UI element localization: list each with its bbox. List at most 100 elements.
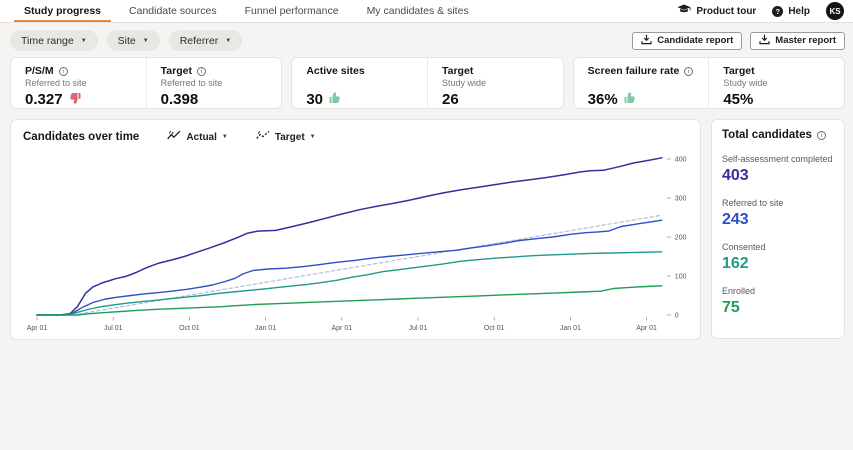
chevron-down-icon	[222, 134, 228, 140]
total-value: 403	[722, 167, 749, 184]
chevron-down-icon	[143, 38, 149, 44]
main-content: Candidates over time Actual Target 0 100 2…	[0, 109, 853, 340]
filter-toolbar: Time range Site Referrer Candidate repor…	[0, 23, 853, 57]
chevron-down-icon	[225, 38, 231, 44]
chart-header: Candidates over time Actual Target	[23, 129, 694, 145]
target-series-selector[interactable]: Target	[256, 130, 316, 144]
graduation-cap-icon	[677, 4, 691, 18]
site-filter[interactable]: Site	[106, 30, 160, 51]
report-buttons: Candidate report Master report	[632, 31, 845, 50]
svg-text:Apr 01: Apr 01	[27, 325, 48, 332]
total-consented: Consented 162	[722, 242, 834, 273]
user-avatar[interactable]: KS	[826, 2, 844, 20]
kpi-subtitle	[588, 78, 705, 89]
total-value: 162	[722, 255, 749, 272]
kpi-subtitle: Referred to site	[160, 78, 223, 88]
kpi-value: 0.398	[160, 91, 199, 108]
kpi-value: 0.327	[25, 91, 63, 108]
nav-tabs: Study progress Candidate sources Funnel …	[10, 0, 483, 22]
chevron-down-icon	[81, 38, 87, 44]
time-range-label: Time range	[21, 34, 74, 47]
help-label: Help	[788, 5, 810, 17]
thumbs-down-icon	[69, 91, 81, 108]
topbar-actions: Product tour Help KS	[677, 0, 853, 22]
svg-text:200: 200	[675, 235, 687, 242]
tab-funnel-performance[interactable]: Funnel performance	[231, 0, 353, 22]
tab-label: Study progress	[24, 5, 102, 17]
kpi-subtitle: Referred to site	[25, 78, 87, 88]
tab-study-progress[interactable]: Study progress	[10, 0, 115, 22]
referrer-filter[interactable]: Referrer	[168, 30, 243, 51]
kpi-label: Screen failure rate	[587, 65, 680, 77]
total-label: Enrolled	[722, 286, 756, 296]
svg-text:Jan 01: Jan 01	[255, 325, 276, 332]
kpi-label: Target	[723, 65, 755, 77]
total-self-assessment: Self-assessment completed 403	[722, 154, 834, 185]
download-icon	[759, 34, 770, 48]
dashed-line-chart-icon	[256, 130, 270, 144]
total-label: Self-assessment completed	[722, 154, 833, 164]
kpi-label: Target	[442, 65, 474, 77]
time-range-filter[interactable]: Time range	[10, 30, 98, 51]
kpi-label: Target	[160, 65, 192, 77]
master-report-button[interactable]: Master report	[750, 31, 845, 50]
kpi-label: Active sites	[306, 65, 365, 77]
svg-text:Apr 01: Apr 01	[636, 325, 657, 332]
svg-text:400: 400	[675, 157, 687, 164]
total-value: 243	[722, 211, 749, 228]
tab-label: Funnel performance	[244, 5, 339, 17]
selector-label: Actual	[186, 131, 217, 143]
kpi-subtitle: Study wide	[442, 78, 487, 88]
tab-label: My candidates & sites	[366, 5, 469, 17]
kpi-psm-target: Target Referred to site 0.398	[145, 58, 282, 108]
info-icon[interactable]	[816, 130, 826, 140]
svg-text:0: 0	[675, 313, 679, 320]
kpi-card-active-sites: Active sites 30 Target Study wide 26	[291, 57, 564, 109]
actual-series-selector[interactable]: Actual	[167, 130, 228, 144]
kpi-subtitle	[306, 78, 423, 89]
master-report-label: Master report	[775, 35, 836, 46]
svg-text:300: 300	[675, 196, 687, 203]
kpi-card-screen-failure: Screen failure rate 36% Target Study wid…	[572, 57, 845, 109]
tab-label: Candidate sources	[129, 5, 217, 17]
kpi-value: 26	[442, 91, 459, 108]
chevron-down-icon	[310, 134, 316, 140]
site-label: Site	[117, 34, 136, 47]
kpi-screen-failure-rate: Screen failure rate 36%	[574, 58, 709, 108]
kpi-active-sites-target: Target Study wide 26	[427, 58, 563, 108]
tab-my-candidates-sites[interactable]: My candidates & sites	[353, 0, 483, 22]
thumbs-up-icon	[624, 91, 636, 108]
total-label: Referred to site	[722, 198, 784, 208]
product-tour-button[interactable]: Product tour	[677, 4, 756, 18]
help-icon	[772, 5, 784, 17]
totals-title: Total candidates	[722, 129, 812, 141]
tab-candidate-sources[interactable]: Candidate sources	[115, 0, 231, 22]
total-value: 75	[722, 299, 740, 316]
total-enrolled: Enrolled 75	[722, 286, 834, 317]
kpi-value: 45%	[723, 91, 754, 108]
referrer-label: Referrer	[179, 34, 219, 47]
kpi-psm: P/S/M Referred to site 0.327	[11, 58, 146, 108]
line-chart-icon	[167, 130, 181, 144]
svg-text:Jan 01: Jan 01	[560, 325, 581, 332]
info-icon[interactable]	[684, 66, 694, 76]
svg-text:Oct 01: Oct 01	[484, 325, 505, 332]
svg-text:Jul 01: Jul 01	[104, 325, 123, 332]
product-tour-label: Product tour	[696, 5, 757, 17]
info-icon[interactable]	[58, 66, 68, 76]
chart-title: Candidates over time	[23, 131, 140, 143]
candidate-report-button[interactable]: Candidate report	[632, 31, 743, 50]
svg-text:100: 100	[675, 274, 687, 281]
total-candidates-panel: Total candidates Self-assessment complet…	[711, 119, 845, 339]
info-icon[interactable]	[196, 66, 206, 76]
help-button[interactable]: Help	[772, 5, 810, 17]
candidate-report-label: Candidate report	[657, 35, 734, 46]
download-icon	[641, 34, 652, 48]
kpi-cards-row: P/S/M Referred to site 0.327 Target Refe…	[0, 57, 853, 109]
kpi-label: P/S/M	[25, 65, 54, 77]
thumbs-up-icon	[329, 91, 341, 108]
candidates-line-chart[interactable]: 0 100 200 300 400 Apr 01 Jul 01 Oct 01 Jan 01 Apr…	[23, 149, 693, 341]
candidates-over-time-card: Candidates over time Actual Target 0 100 2…	[10, 119, 701, 340]
total-label: Consented	[722, 242, 766, 252]
kpi-subtitle: Study wide	[723, 78, 768, 88]
